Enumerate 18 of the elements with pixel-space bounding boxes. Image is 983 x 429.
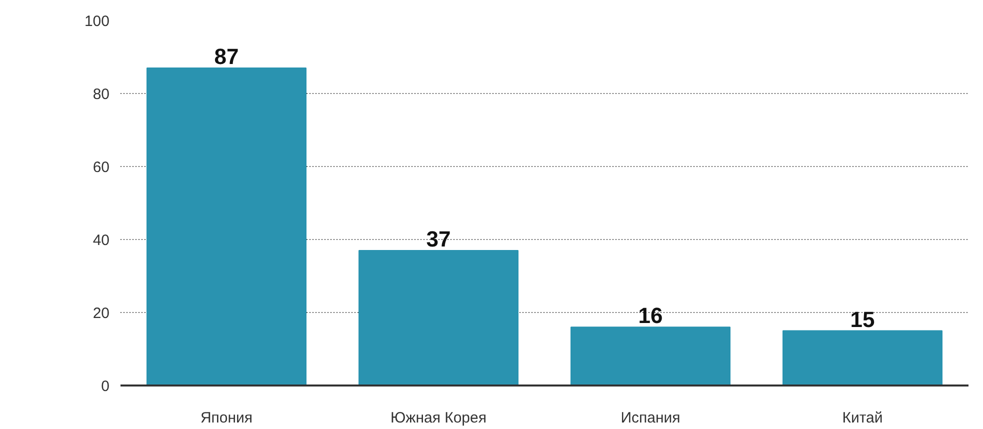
data-label: 37 — [426, 226, 451, 252]
y-tick-label: 20 — [92, 305, 110, 322]
bar — [146, 67, 306, 386]
data-label: 15 — [850, 306, 875, 332]
bar — [570, 326, 730, 386]
data-label: 16 — [638, 303, 663, 328]
bar — [782, 330, 942, 386]
y-tick-label: 100 — [84, 13, 110, 30]
x-tick-label: Южная Корея — [390, 410, 487, 426]
y-tick-label: 80 — [92, 86, 110, 103]
y-tick-label: 60 — [92, 159, 110, 176]
data-label: 87 — [214, 44, 239, 69]
y-tick-label: 0 — [101, 378, 110, 395]
x-tick-label: Испания — [620, 410, 680, 426]
x-tick-label: Китай — [842, 410, 883, 426]
x-tick-label: Япония — [200, 410, 253, 426]
bar — [358, 250, 518, 386]
y-tick-label: 40 — [92, 232, 110, 249]
